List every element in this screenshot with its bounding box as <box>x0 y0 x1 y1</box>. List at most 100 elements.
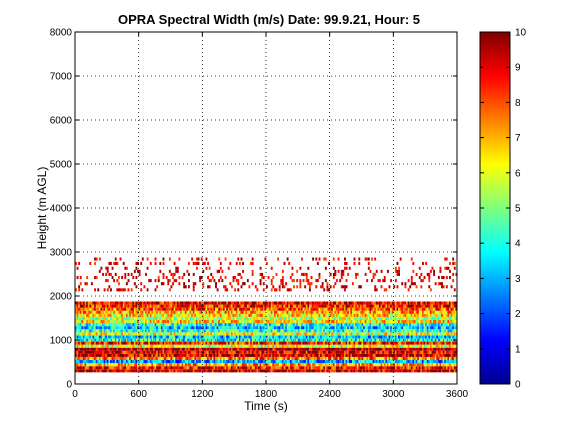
heatmap-cell <box>402 323 405 327</box>
heatmap-cell <box>380 316 383 320</box>
heatmap-cell <box>270 319 273 324</box>
heatmap-cell <box>420 332 423 336</box>
heatmap-cell <box>152 323 155 327</box>
heatmap-cell <box>308 363 311 367</box>
heatmap-cell <box>117 326 120 330</box>
heatmap-cell <box>394 363 397 367</box>
heatmap-cell <box>267 329 270 333</box>
heatmap-cell <box>323 338 326 342</box>
heatmap-cell <box>351 335 354 339</box>
heatmap-cell <box>242 363 245 367</box>
heatmap-cell <box>173 356 176 361</box>
heatmap-cell <box>146 326 149 330</box>
heatmap-cell <box>275 332 278 336</box>
heatmap-cell <box>114 329 117 333</box>
heatmap-cell <box>215 356 217 361</box>
heatmap-cell <box>380 366 383 370</box>
heatmap-cell <box>148 326 151 330</box>
heatmap-cell <box>226 347 229 351</box>
heatmap-cell <box>79 344 82 348</box>
heatmap-cell <box>117 316 120 320</box>
heatmap-cell <box>301 316 303 320</box>
heatmap-cell <box>172 307 174 311</box>
heatmap-cell <box>281 353 284 357</box>
heatmap-cell <box>285 310 287 314</box>
heatmap-cell <box>160 347 163 351</box>
heatmap-cell <box>361 363 364 367</box>
heatmap-cell <box>336 353 338 357</box>
heatmap-cell <box>188 332 190 336</box>
heatmap-cell <box>364 341 367 345</box>
heatmap-cell <box>433 310 436 314</box>
heatmap-cell <box>343 319 346 324</box>
heatmap-cell <box>449 363 451 367</box>
heatmap-cell <box>337 360 340 364</box>
heatmap-cell <box>264 350 267 354</box>
heatmap-cell <box>92 353 95 357</box>
heatmap-cell <box>410 360 413 364</box>
heatmap-cell <box>100 326 103 330</box>
heatmap-cell <box>246 347 249 351</box>
heatmap-cell <box>218 366 221 370</box>
heatmap-cell <box>385 323 388 327</box>
heatmap-cell <box>191 338 194 342</box>
heatmap-cell <box>170 326 173 330</box>
heatmap-cell <box>160 316 163 320</box>
heatmap-cell <box>191 366 194 370</box>
heatmap-cell <box>304 316 307 320</box>
heatmap-cell <box>345 341 348 345</box>
heatmap-cell <box>256 323 259 327</box>
heatmap-cell <box>431 350 434 354</box>
heatmap-cell <box>156 335 159 339</box>
heatmap-cell <box>324 350 327 354</box>
heatmap-cell <box>113 326 116 330</box>
heatmap-cell <box>253 353 256 357</box>
heatmap-cell <box>399 363 402 367</box>
heatmap-cell <box>402 332 405 336</box>
heatmap-cell <box>122 316 125 320</box>
heatmap-cell <box>305 341 308 345</box>
heatmap-cell <box>409 329 412 333</box>
heatmap-cell <box>165 353 168 357</box>
heatmap-cell <box>199 323 202 327</box>
heatmap-cell <box>337 329 340 333</box>
heatmap-cell <box>242 326 245 330</box>
heatmap-cell <box>363 353 365 357</box>
heatmap-cell <box>426 366 429 370</box>
heatmap-cell <box>200 313 203 317</box>
heatmap-cell <box>377 356 380 361</box>
heatmap-cell <box>151 344 154 348</box>
heatmap-cell <box>289 347 292 351</box>
heatmap-cell <box>441 316 443 320</box>
heatmap-cell <box>165 360 168 364</box>
heatmap-cell <box>184 329 187 333</box>
heatmap-cell <box>94 326 96 330</box>
heatmap-cell <box>316 338 319 342</box>
heatmap-cell <box>106 347 109 351</box>
heatmap-cell <box>237 319 240 324</box>
heatmap-cell <box>308 360 311 364</box>
heatmap-cell <box>301 341 303 345</box>
heatmap-cell <box>437 353 440 357</box>
heatmap-cell <box>242 319 245 324</box>
heatmap-cell <box>302 353 305 357</box>
heatmap-cell <box>334 341 337 345</box>
heatmap-cell <box>183 363 186 367</box>
heatmap-cell <box>152 332 155 336</box>
heatmap-cell <box>345 319 348 324</box>
heatmap-cell <box>374 363 377 367</box>
heatmap-cell <box>288 350 291 354</box>
heatmap-cell <box>151 326 154 330</box>
heatmap-cell <box>379 332 381 336</box>
heatmap-cell <box>331 313 334 317</box>
heatmap-cell <box>367 353 370 357</box>
heatmap-cell <box>218 332 221 336</box>
heatmap-cell <box>453 347 456 351</box>
heatmap-cell <box>310 369 313 373</box>
heatmap-cell <box>355 323 358 327</box>
heatmap-cell <box>293 360 295 364</box>
heatmap-cell <box>194 332 197 336</box>
heatmap-cell <box>116 310 119 314</box>
heatmap-cell <box>367 335 370 339</box>
heatmap-cell <box>281 363 284 367</box>
